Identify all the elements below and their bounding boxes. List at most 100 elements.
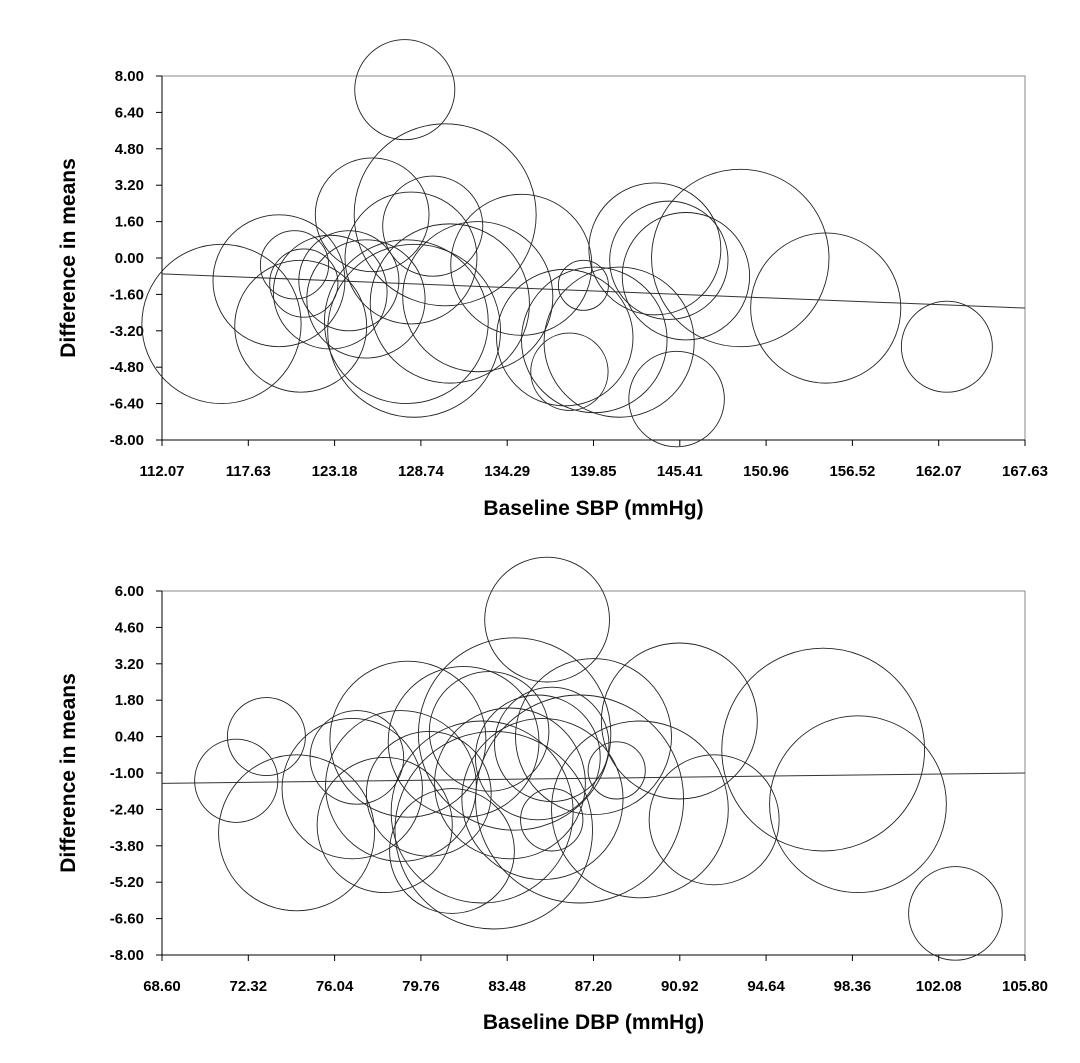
chart2-bubble-point (908, 866, 1003, 961)
chart1-bubble-point (369, 223, 530, 384)
chart2-y-tick-label: 0.40 (115, 729, 144, 746)
chart2-trend-line (161, 772, 1026, 784)
chart1-bubble-point (323, 239, 489, 405)
chart2-bubble-point (520, 788, 584, 852)
chart2-bubble-point (428, 671, 550, 792)
chart2-x-tick-label: 76.04 (316, 978, 354, 995)
chart2-bubble-point (461, 717, 624, 881)
chart2-y-tick-label: -6.60 (110, 911, 144, 928)
chart2-bubble-point (474, 694, 601, 821)
chart1-plot-frame (161, 75, 1026, 441)
chart2-y-tick-label: 6.00 (115, 583, 144, 600)
chart1-y-tick-label: 6.40 (115, 104, 144, 121)
chart1-y-tick-label: 8.00 (115, 68, 144, 85)
chart1-x-tick-label: 167.63 (1002, 463, 1048, 480)
chart1-bubble-point (382, 175, 484, 277)
chart1-x-tick-label: 150.96 (743, 463, 789, 480)
chart2-bubble-point (316, 756, 453, 894)
chart1-y-tick-label: 4.80 (115, 141, 144, 158)
chart1-y-tick-label: -8.00 (110, 432, 144, 449)
chart1-x-tick-label: 145.41 (657, 463, 703, 480)
chart2-y-tick-label: -5.20 (110, 874, 144, 891)
chart2-y-tick-label: 1.80 (115, 692, 144, 709)
chart2-bubble-point (194, 738, 279, 823)
chart1-bubble-point (327, 243, 501, 418)
chart2-plot-frame (161, 590, 1026, 956)
chart1-bubble-point (628, 350, 725, 448)
chart1-bubble-point (496, 268, 634, 407)
chart1-x-tick-label: 162.07 (916, 463, 962, 480)
chart2-bubble-point (587, 741, 646, 800)
chart1-bubble-point (272, 234, 388, 350)
chart1-bubble-point (402, 221, 554, 373)
chart1-y-axis-title: Difference in means (57, 158, 80, 358)
chart1-y-tick-label: -1.60 (110, 286, 144, 303)
chart2-y-tick-label: -8.00 (110, 947, 144, 964)
chart2-bubble-point (365, 730, 492, 857)
chart1-bubble-point (353, 123, 537, 307)
chart2-bubble-point (434, 707, 586, 860)
chart1-bubble-point (530, 332, 609, 411)
chart2-y-tick-label: 4.60 (115, 619, 144, 636)
chart2-y-tick-label: -3.80 (110, 838, 144, 855)
chart1-bubble-point (212, 214, 346, 348)
chart2-bubble-point (218, 754, 376, 912)
chart2-x-tick-label: 102.08 (916, 978, 962, 995)
chart1-x-tick-label: 117.63 (226, 463, 271, 480)
chart2-x-tick-label: 94.64 (747, 978, 785, 995)
chart2-bubble-point (648, 754, 780, 886)
chart1-x-tick-label: 128.74 (398, 463, 445, 480)
chart1-y-tick-label: 3.20 (115, 177, 144, 194)
chart2-bubble-point (389, 788, 515, 914)
chart1-x-tick-label: 123.18 (312, 463, 358, 480)
chart2-bubble-point (281, 717, 423, 860)
chart2-bubble-point (769, 715, 947, 894)
chart1-bubble-point (609, 200, 729, 320)
chart2-bubble-point (551, 720, 729, 899)
chart2-bubble-point (484, 556, 610, 683)
chart2-x-tick-label: 98.36 (834, 978, 872, 995)
chart2-bubble-point (329, 660, 487, 818)
chart1-bubble-point (543, 266, 695, 418)
chart2-bubble-point (721, 647, 926, 852)
chart2-x-axis-title: Baseline DBP (mmHg) (483, 1011, 704, 1034)
chart1-bubble-point (269, 248, 339, 318)
chart1-bubble-point (141, 243, 302, 405)
chart1-y-tick-label: 0.00 (115, 250, 144, 267)
chart2-y-tick-label: -2.40 (110, 801, 144, 818)
chart1-bubble-point (557, 259, 609, 311)
chart1-bubble-point (354, 39, 456, 141)
chart1-bubble-point (234, 259, 368, 393)
chart1-bubble-point (314, 157, 430, 273)
chart1-x-tick-label: 156.52 (829, 463, 875, 480)
chart1-bubble-point (750, 232, 902, 384)
chart2-bubble-point (417, 637, 612, 831)
chart1-bubble-point (651, 168, 830, 348)
chart2-bubble-point (600, 642, 758, 800)
chart1-x-tick-label: 139.85 (571, 463, 617, 480)
chart2-y-tick-label: -1.00 (110, 765, 144, 782)
chart2-bubble-point (226, 697, 306, 777)
chart2-x-tick-label: 68.60 (143, 978, 181, 995)
chart1-x-axis-title: Baseline SBP (mmHg) (483, 497, 703, 520)
chart1-trend-line (161, 273, 1026, 309)
chart2-x-tick-label: 83.48 (488, 978, 526, 995)
chart1-bubble-point (298, 230, 400, 332)
chart2-x-tick-label: 72.32 (230, 978, 268, 995)
chart2-x-tick-label: 79.76 (402, 978, 440, 995)
chart1-bubble-point (621, 212, 751, 341)
chart1-bubble-point (900, 300, 993, 393)
chart1-x-tick-label: 112.07 (139, 463, 184, 480)
chart2-x-tick-label: 105.80 (1002, 978, 1048, 995)
chart1-y-tick-label: -4.80 (110, 359, 144, 376)
chart1-bubble-point (306, 239, 426, 359)
chart2-x-tick-label: 87.20 (575, 978, 613, 995)
chart1-bubble-point (259, 230, 330, 300)
chart1-bubble-point (521, 266, 668, 414)
chart1-bubble-point (588, 182, 722, 316)
chart2-y-axis-title: Difference in means (57, 673, 80, 873)
chart2-bubble-point (515, 658, 672, 816)
chart2-y-tick-label: 3.20 (115, 656, 144, 673)
chart1-bubble-point (344, 191, 478, 325)
chart2-bubble-point (394, 730, 593, 930)
